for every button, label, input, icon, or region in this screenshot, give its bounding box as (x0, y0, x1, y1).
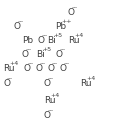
Text: Ru: Ru (80, 79, 92, 88)
Text: ––: –– (17, 19, 24, 24)
Text: Ru: Ru (3, 64, 15, 73)
Text: O: O (38, 36, 45, 45)
Text: ––: –– (59, 47, 66, 52)
Text: ––: –– (47, 108, 54, 113)
Text: +4: +4 (51, 93, 60, 98)
Text: ++: ++ (62, 19, 72, 24)
Text: O: O (44, 79, 51, 88)
Text: +5: +5 (43, 47, 52, 52)
Text: ––: –– (47, 76, 54, 81)
Text: Ru: Ru (44, 96, 56, 105)
Text: ––: –– (25, 47, 32, 52)
Text: O: O (68, 8, 75, 17)
Text: Bi: Bi (47, 36, 56, 45)
Text: Pb: Pb (55, 22, 66, 31)
Text: +4: +4 (87, 76, 96, 81)
Text: Ru: Ru (68, 36, 80, 45)
Text: O: O (3, 79, 10, 88)
Text: ––: –– (27, 61, 34, 66)
Text: ––: –– (63, 61, 70, 66)
Text: Pb: Pb (22, 36, 33, 45)
Text: ––: –– (6, 76, 13, 81)
Text: O: O (60, 64, 67, 73)
Text: O: O (22, 50, 29, 59)
Text: ––: –– (39, 61, 46, 66)
Text: ––: –– (71, 5, 78, 10)
Text: O: O (36, 64, 43, 73)
Text: O: O (14, 22, 21, 31)
Text: Bi: Bi (36, 50, 45, 59)
Text: +4: +4 (75, 33, 84, 38)
Text: ––: –– (41, 33, 48, 38)
Text: ––: –– (51, 61, 58, 66)
Text: O: O (48, 64, 55, 73)
Text: +5: +5 (54, 33, 63, 38)
Text: +4: +4 (10, 61, 19, 66)
Text: O: O (56, 50, 63, 59)
Text: O: O (24, 64, 31, 73)
Text: O: O (44, 111, 51, 120)
